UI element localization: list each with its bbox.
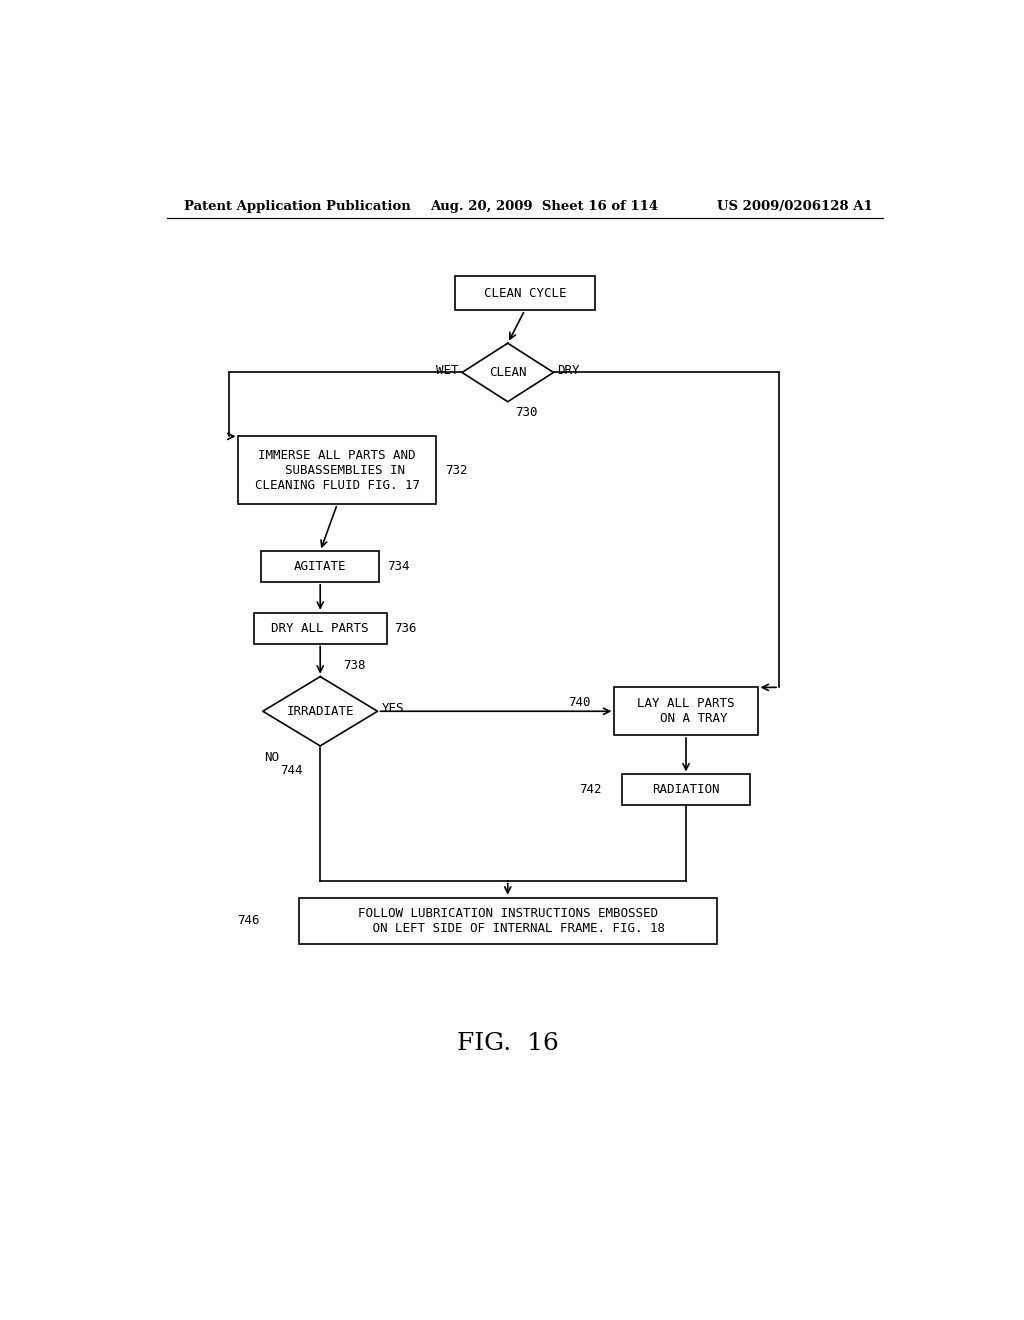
Polygon shape [263, 677, 378, 746]
Text: WET: WET [435, 363, 458, 376]
Text: 738: 738 [343, 659, 366, 672]
Text: IRRADIATE: IRRADIATE [287, 705, 354, 718]
Bar [622, 775, 750, 805]
Bar [614, 688, 758, 735]
Text: NO: NO [264, 751, 280, 764]
Text: 734: 734 [387, 560, 410, 573]
Text: Aug. 20, 2009  Sheet 16 of 114: Aug. 20, 2009 Sheet 16 of 114 [430, 199, 658, 213]
Bar [261, 552, 379, 582]
Text: 746: 746 [238, 915, 260, 927]
Text: FOLLOW LUBRICATION INSTRUCTIONS EMBOSSED
   ON LEFT SIDE OF INTERNAL FRAME. FIG.: FOLLOW LUBRICATION INSTRUCTIONS EMBOSSED… [350, 907, 666, 935]
Text: CLEAN CYCLE: CLEAN CYCLE [483, 286, 566, 300]
Text: FIG.  16: FIG. 16 [457, 1032, 559, 1056]
Text: DRY ALL PARTS: DRY ALL PARTS [271, 622, 369, 635]
Text: RADIATION: RADIATION [652, 783, 720, 796]
Bar [254, 612, 387, 644]
Text: 742: 742 [580, 783, 602, 796]
Text: 736: 736 [394, 622, 417, 635]
Bar [299, 898, 717, 944]
Text: 740: 740 [568, 696, 590, 709]
Text: 732: 732 [445, 463, 468, 477]
Text: DRY: DRY [557, 363, 580, 376]
Text: YES: YES [381, 702, 403, 715]
Text: LAY ALL PARTS
  ON A TRAY: LAY ALL PARTS ON A TRAY [637, 697, 735, 725]
Text: Patent Application Publication: Patent Application Publication [183, 199, 411, 213]
Polygon shape [462, 343, 554, 401]
Text: US 2009/0206128 A1: US 2009/0206128 A1 [717, 199, 872, 213]
Text: 730: 730 [515, 407, 538, 418]
Bar [239, 437, 436, 504]
Text: 744: 744 [280, 764, 302, 777]
Bar [455, 276, 595, 310]
Text: IMMERSE ALL PARTS AND
  SUBASSEMBLIES IN
CLEANING FLUID FIG. 17: IMMERSE ALL PARTS AND SUBASSEMBLIES IN C… [255, 449, 420, 492]
Text: CLEAN: CLEAN [489, 366, 526, 379]
Text: AGITATE: AGITATE [294, 560, 346, 573]
